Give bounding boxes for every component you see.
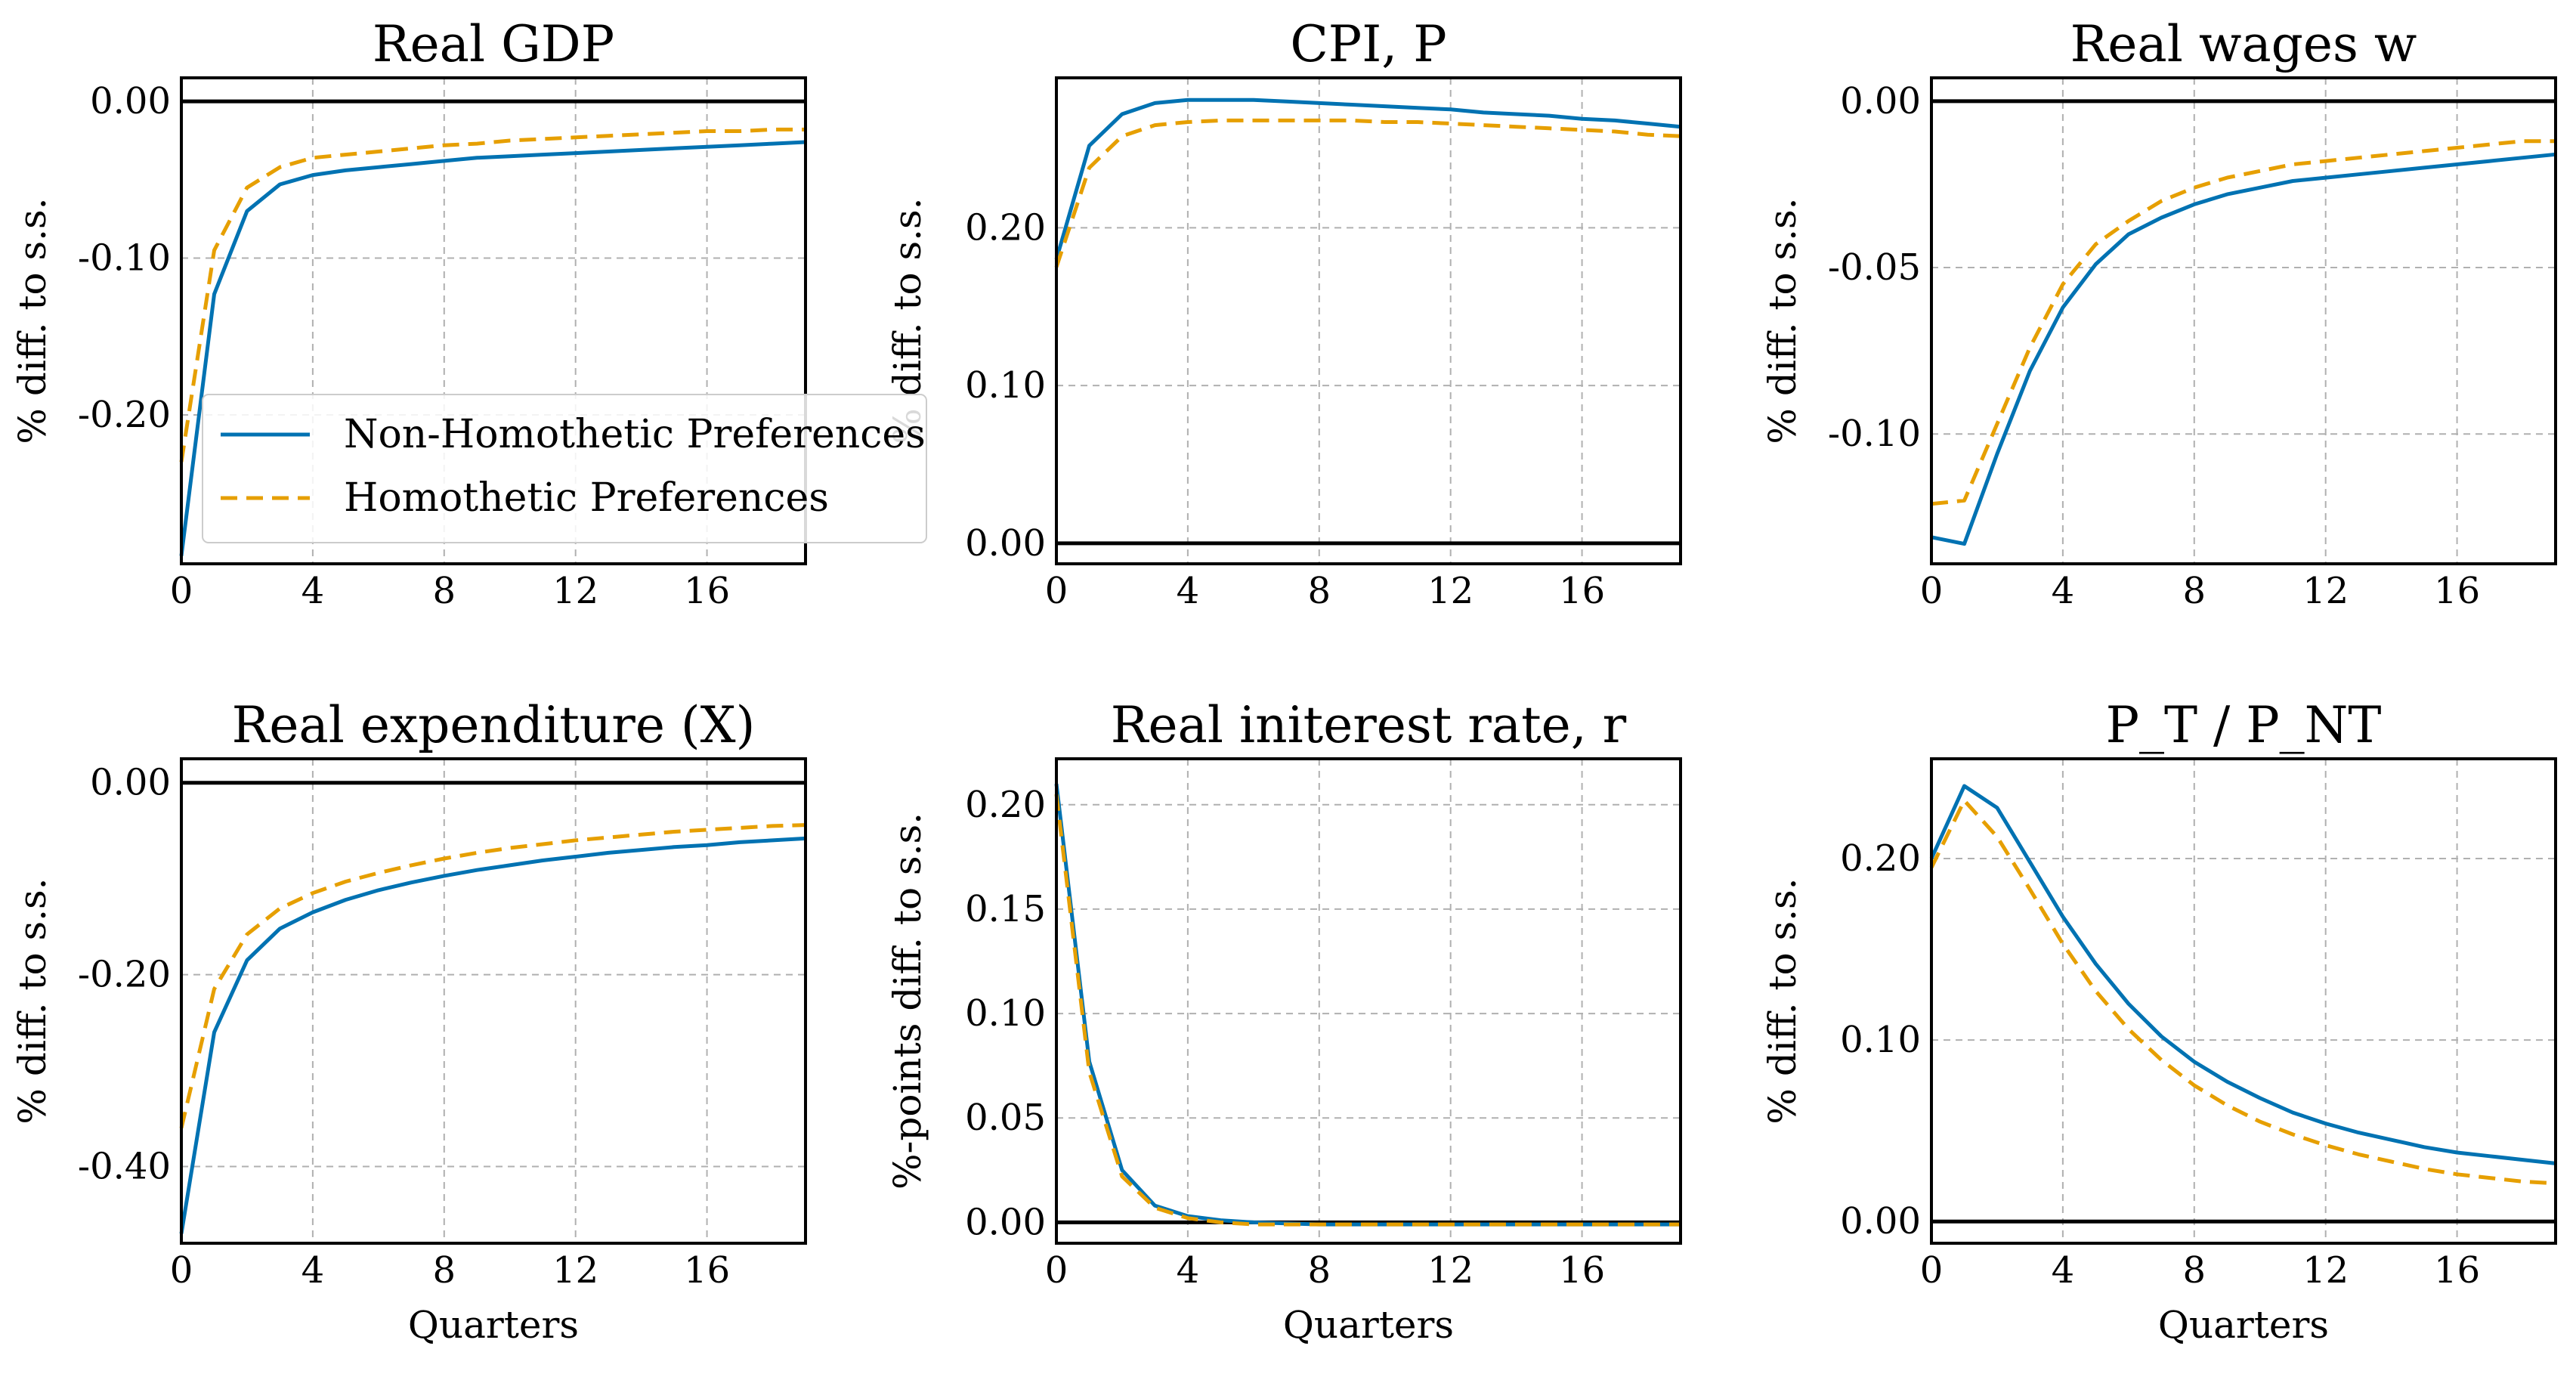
panel-3: 0 4 8 12 16 0.00 -0.05 -0.10 Real wages w % diff.… xyxy=(1761,15,2557,612)
x-tick-label: 16 xyxy=(684,1249,730,1292)
y-tick-label: 0.10 xyxy=(1840,1019,1921,1061)
y-axis-label: %-points diff. to s.s. xyxy=(886,812,929,1190)
y-tick-label: 0.00 xyxy=(1840,1200,1921,1242)
x-tick-label: 16 xyxy=(684,570,730,612)
x-tick-label: 16 xyxy=(2434,1249,2480,1292)
panel-title: CPI, P xyxy=(1290,15,1446,73)
x-tick-label: 12 xyxy=(552,1249,598,1292)
x-tick-label: 4 xyxy=(1177,1249,1200,1292)
x-tick-label: 8 xyxy=(1308,570,1331,612)
plot-frame xyxy=(1055,757,1682,1245)
y-tick-label: -0.20 xyxy=(78,954,171,996)
y-tick-label: 0.10 xyxy=(965,364,1046,407)
y-tick-label: 0.20 xyxy=(1840,837,1921,880)
legend-box xyxy=(202,394,927,543)
x-tick-label: 8 xyxy=(2183,1249,2206,1292)
plot-frame xyxy=(180,76,807,565)
series-line-homothetic xyxy=(1054,118,1681,268)
x-tick-label: 0 xyxy=(170,1249,193,1292)
y-tick-label: 0.15 xyxy=(965,888,1046,930)
series-line-homothetic xyxy=(1929,798,2556,1186)
plot-frame xyxy=(1930,76,2557,565)
y-tick-label: 0.00 xyxy=(90,762,171,804)
x-tick-label: 0 xyxy=(1045,1249,1068,1292)
x-tick-label: 8 xyxy=(433,1249,456,1292)
y-tick-label: -0.10 xyxy=(1828,413,1921,455)
x-tick-label: 8 xyxy=(433,570,456,612)
panel-title: P_T / P_NT xyxy=(2106,696,2382,754)
panel-title: Real wages w xyxy=(2070,15,2417,73)
series-line-non-homothetic xyxy=(179,836,806,1234)
x-tick-label: 16 xyxy=(1559,570,1605,612)
y-tick-label: 0.00 xyxy=(965,1201,1046,1243)
x-tick-label: 16 xyxy=(1559,1249,1605,1292)
x-tick-label: 0 xyxy=(1920,570,1944,612)
series-line-homothetic xyxy=(1054,794,1681,1227)
panel-title: Real initerest rate, r xyxy=(1111,696,1627,754)
plot-frame xyxy=(1930,757,2557,1245)
x-axis-label: Quarters xyxy=(1283,1303,1454,1347)
x-tick-label: 0 xyxy=(170,570,193,612)
series-line-homothetic xyxy=(179,127,806,463)
x-tick-label: 0 xyxy=(1920,1249,1944,1292)
legend: Non-Homothetic Preferences Homothetic Pre… xyxy=(202,394,927,543)
series-line-non-homothetic xyxy=(179,140,806,556)
y-tick-label: 0.20 xyxy=(965,784,1046,826)
y-tick-label: -0.05 xyxy=(1828,246,1921,289)
panel-title: Real GDP xyxy=(373,15,614,73)
y-axis-label: % diff. to s.s. xyxy=(1761,877,1804,1124)
y-axis-label: % diff. to s.s. xyxy=(11,197,54,444)
x-tick-label: 0 xyxy=(1045,570,1068,612)
x-tick-label: 12 xyxy=(1427,1249,1474,1292)
x-tick-label: 12 xyxy=(1427,570,1474,612)
panel-1: 0 4 8 12 16 0.00 -0.10 -0.20 Real GDP % diff. to … xyxy=(11,15,807,612)
x-tick-label: 8 xyxy=(2183,570,2206,612)
x-tick-label: 16 xyxy=(2434,570,2480,612)
series-line-non-homothetic xyxy=(1054,97,1681,260)
legend-label: Non-Homothetic Preferences xyxy=(344,412,926,457)
plot-frame xyxy=(1055,76,1682,565)
x-tick-label: 12 xyxy=(2302,1249,2349,1292)
series-line-homothetic xyxy=(179,823,806,1129)
y-tick-label: -0.40 xyxy=(78,1145,171,1187)
x-tick-label: 4 xyxy=(2052,570,2075,612)
panel-title: Real expenditure (X) xyxy=(232,696,756,754)
series-line-homothetic xyxy=(1931,139,2556,506)
x-tick-label: 4 xyxy=(2052,1249,2075,1292)
panel-6: 0 4 8 12 16 0.00 0.10 0.20 P_T / P_NT % diff. to … xyxy=(1761,696,2557,1347)
y-tick-label: 0.05 xyxy=(965,1097,1046,1139)
y-tick-label: 0.00 xyxy=(90,80,171,122)
x-tick-label: 12 xyxy=(552,570,598,612)
x-tick-label: 4 xyxy=(1177,570,1200,612)
plot-frame xyxy=(180,757,807,1245)
series-line-non-homothetic xyxy=(1931,152,2556,546)
series-line-non-homothetic xyxy=(1929,784,2556,1165)
x-tick-label: 4 xyxy=(302,1249,325,1292)
legend-label: Homothetic Preferences xyxy=(344,475,829,521)
x-axis-label: Quarters xyxy=(2158,1303,2329,1347)
x-tick-label: 8 xyxy=(1308,1249,1331,1292)
y-tick-label: 0.00 xyxy=(1840,80,1921,122)
y-axis-label: % diff. to s.s. xyxy=(11,877,54,1124)
y-tick-label: 0.20 xyxy=(965,206,1046,249)
y-tick-label: -0.20 xyxy=(78,394,171,436)
panel-5: 0 4 8 12 16 0.00 0.05 0.10 0.15 0.20 Real initeres… xyxy=(886,696,1682,1347)
y-tick-label: 0.00 xyxy=(965,522,1046,565)
x-axis-label: Quarters xyxy=(408,1303,579,1347)
y-axis-label: % diff. to s.s. xyxy=(1761,197,1804,444)
series-line-non-homothetic xyxy=(1054,783,1681,1227)
y-tick-label: -0.10 xyxy=(78,237,171,280)
x-tick-label: 12 xyxy=(2302,570,2349,612)
y-tick-label: 0.10 xyxy=(965,992,1046,1035)
panel-4: 0 4 8 12 16 0.00 -0.20 -0.40 Real expenditure (X… xyxy=(11,696,807,1347)
x-tick-label: 4 xyxy=(302,570,325,612)
